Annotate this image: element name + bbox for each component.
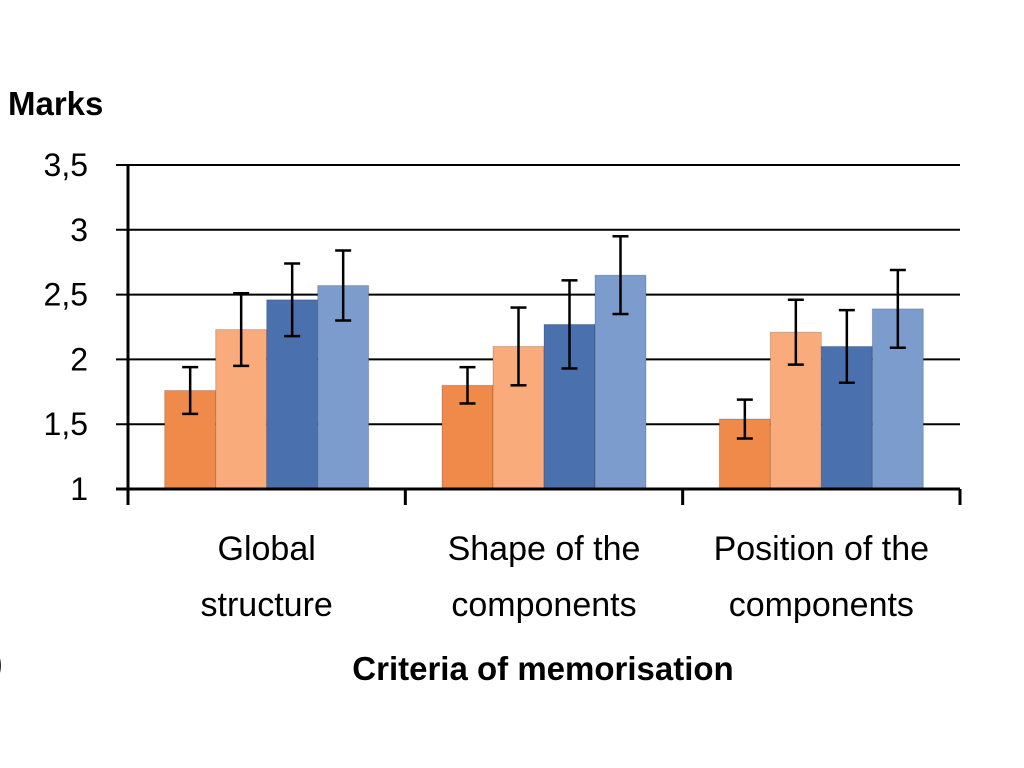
x-tick-label: components: [729, 586, 914, 624]
bars: [164, 274, 924, 490]
y-axis-label: Marks: [8, 85, 103, 122]
x-tick-label: Position of the: [714, 530, 929, 568]
corner-mark: ): [0, 641, 3, 685]
error-bars: [182, 235, 906, 440]
x-tick-label: Shape of the: [448, 530, 641, 568]
y-tick-label: 1: [70, 471, 88, 507]
x-tick-label: structure: [201, 586, 333, 624]
x-axis-label: Criteria of memorisation: [352, 650, 733, 687]
y-tick-label: 3: [70, 212, 88, 248]
y-tick-labels: 1 1,5 2 2,5 3 3,5: [44, 147, 88, 507]
x-tick-label: components: [451, 586, 636, 624]
y-tick-label: 2: [70, 341, 88, 377]
y-tick-label: 1,5: [44, 406, 88, 442]
axes: [116, 165, 962, 505]
y-tick-label: 3,5: [44, 147, 88, 183]
y-tick-label: 2,5: [44, 277, 88, 313]
x-tick-label: Global: [218, 530, 316, 568]
x-tick-labels: Global structure Shape of the components Pos…: [201, 530, 930, 624]
